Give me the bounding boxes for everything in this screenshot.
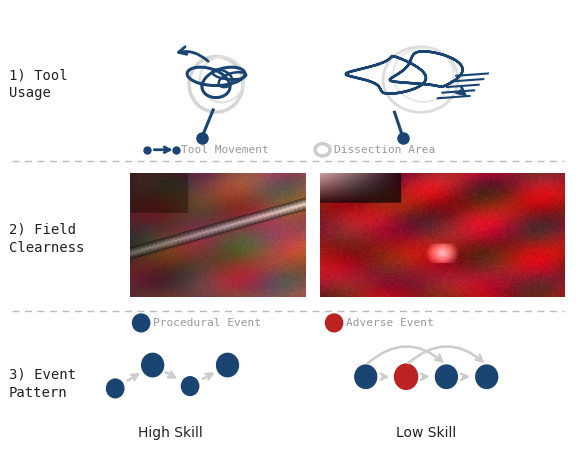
Ellipse shape	[217, 353, 238, 377]
Ellipse shape	[476, 365, 498, 388]
Ellipse shape	[181, 377, 199, 395]
Text: 1) Tool
Usage: 1) Tool Usage	[9, 68, 67, 101]
Ellipse shape	[107, 379, 124, 398]
Ellipse shape	[325, 314, 343, 332]
Text: Procedural Event: Procedural Event	[153, 318, 260, 328]
Ellipse shape	[132, 314, 150, 332]
Text: Low Skill: Low Skill	[396, 426, 456, 440]
Text: Dissection Area: Dissection Area	[334, 145, 435, 155]
Text: High Skill: High Skill	[138, 426, 202, 440]
Ellipse shape	[355, 365, 377, 388]
Ellipse shape	[395, 364, 418, 389]
Text: Adverse Event: Adverse Event	[346, 318, 433, 328]
Ellipse shape	[435, 365, 457, 388]
Text: 2) Field
Clearness: 2) Field Clearness	[9, 222, 84, 255]
Text: Tool Movement: Tool Movement	[181, 145, 269, 155]
Ellipse shape	[142, 353, 164, 377]
Text: 3) Event
Pattern: 3) Event Pattern	[9, 367, 75, 400]
